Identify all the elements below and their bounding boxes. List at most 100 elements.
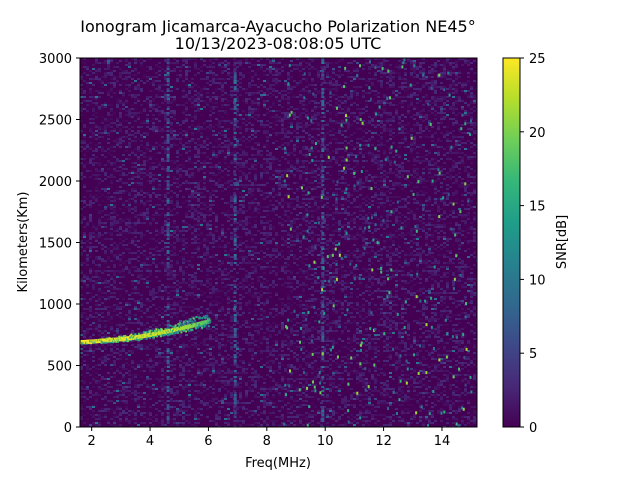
- noise-cell: [461, 220, 464, 222]
- noise-cell: [158, 198, 161, 200]
- noise-cell: [398, 132, 401, 134]
- noise-cell: [251, 210, 254, 212]
- noise-cell: [449, 176, 452, 178]
- noise-cell: [329, 104, 332, 106]
- noise-cell: [95, 148, 98, 150]
- noise-cell: [314, 112, 317, 114]
- noise-cell: [422, 76, 425, 78]
- noise-cell: [230, 160, 233, 162]
- noise-cell: [317, 140, 320, 142]
- noise-cell: [428, 122, 431, 124]
- noise-cell: [308, 194, 311, 196]
- noise-cell: [392, 188, 395, 190]
- noise-cell: [293, 146, 296, 148]
- noise-cell: [173, 144, 176, 146]
- noise-cell: [101, 76, 104, 78]
- noise-cell: [410, 198, 413, 200]
- noise-cell: [365, 214, 368, 216]
- noise-cell: [146, 192, 149, 194]
- noise-cell: [260, 164, 263, 166]
- noise-cell: [386, 72, 389, 74]
- noise-cell: [425, 84, 428, 86]
- noise-cell: [143, 164, 146, 166]
- noise-cell: [398, 170, 401, 172]
- noise-cell: [284, 194, 287, 196]
- noise-cell: [149, 176, 152, 178]
- noise-cell: [152, 162, 155, 164]
- noise-cell: [383, 222, 386, 224]
- noise-cell: [236, 210, 239, 212]
- noise-cell: [260, 84, 263, 86]
- noise-cell: [173, 100, 176, 102]
- noise-cell: [257, 120, 260, 122]
- noise-cell: [317, 206, 320, 208]
- noise-cell: [458, 182, 461, 184]
- noise-cell: [173, 142, 176, 144]
- noise-cell: [197, 68, 200, 70]
- noise-cell: [401, 214, 404, 216]
- noise-cell: [230, 78, 233, 80]
- noise-cell: [206, 160, 209, 162]
- noise-cell: [203, 208, 206, 210]
- noise-cell: [425, 116, 428, 118]
- noise-cell: [134, 152, 137, 154]
- noise-cell: [176, 122, 179, 124]
- noise-cell: [113, 58, 116, 60]
- noise-cell: [335, 74, 338, 76]
- noise-cell: [131, 74, 134, 76]
- noise-cell: [416, 200, 419, 202]
- noise-cell: [224, 140, 227, 142]
- noise-cell: [308, 112, 311, 114]
- noise-cell: [431, 164, 434, 166]
- noise-cell: [221, 146, 224, 148]
- noise-cell: [110, 224, 113, 226]
- noise-cell: [329, 164, 332, 166]
- noise-cell: [410, 62, 413, 64]
- noise-cell: [194, 64, 197, 66]
- noise-cell: [470, 200, 473, 202]
- noise-cell: [179, 186, 182, 188]
- noise-cell: [203, 206, 206, 208]
- noise-cell: [164, 214, 167, 216]
- noise-cell: [329, 208, 332, 210]
- noise-cell: [149, 172, 152, 174]
- noise-cell: [215, 152, 218, 154]
- noise-cell: [95, 144, 98, 146]
- noise-cell: [326, 224, 329, 226]
- noise-cell: [92, 106, 95, 108]
- noise-cell: [170, 210, 173, 212]
- noise-cell: [368, 174, 371, 176]
- noise-cell: [98, 220, 101, 222]
- noise-cell: [473, 190, 476, 192]
- noise-cell: [161, 226, 164, 228]
- noise-cell: [164, 196, 167, 198]
- noise-cell: [80, 164, 83, 166]
- noise-cell: [461, 186, 464, 188]
- noise-cell: [158, 208, 161, 210]
- noise-cell: [449, 86, 452, 88]
- noise-cell: [452, 136, 455, 138]
- noise-cell: [341, 208, 344, 210]
- noise-cell: [380, 164, 383, 166]
- noise-cell: [278, 80, 281, 82]
- noise-cell: [335, 162, 338, 164]
- noise-cell: [383, 220, 386, 222]
- noise-cell: [191, 88, 194, 90]
- noise-cell: [389, 220, 392, 222]
- noise-cell: [116, 92, 119, 94]
- noise-cell: [260, 224, 263, 226]
- noise-cell: [446, 184, 449, 186]
- noise-cell: [437, 218, 440, 220]
- noise-cell: [377, 70, 380, 72]
- noise-cell: [413, 178, 416, 180]
- noise-cell: [95, 178, 98, 180]
- noise-cell: [368, 106, 371, 108]
- noise-cell: [437, 178, 440, 180]
- noise-cell: [314, 114, 317, 116]
- noise-cell: [383, 178, 386, 180]
- noise-cell: [416, 188, 419, 190]
- noise-cell: [290, 212, 293, 214]
- noise-cell: [365, 152, 368, 154]
- noise-cell: [254, 84, 257, 86]
- noise-cell: [125, 218, 128, 220]
